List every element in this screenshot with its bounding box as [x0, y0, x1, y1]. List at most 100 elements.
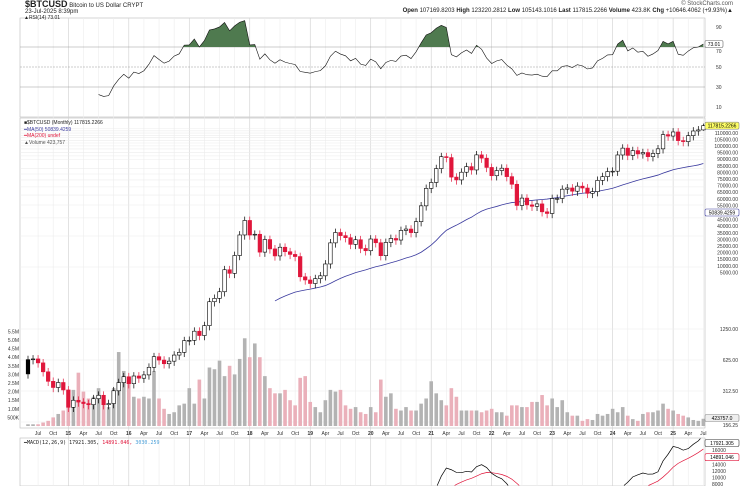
price-tick-label: 156.25 [723, 423, 739, 429]
volume-value-label-box [704, 414, 740, 422]
candle-body [408, 228, 414, 233]
ma50-value-label: 50839.4259 [709, 210, 736, 216]
volume-bar [444, 405, 449, 426]
volume-bar [348, 408, 353, 426]
macd-legend-value: ━MACD(12,26,9) 17921.305, [24, 440, 100, 446]
volume-bar [379, 379, 383, 426]
x-tick-label: Apr [261, 431, 269, 437]
macd-tick-label: 12000 [712, 469, 726, 475]
volume-tick-label: 2.5M [8, 381, 19, 387]
candle-body [282, 246, 288, 253]
candle-body [252, 233, 257, 236]
x-tick-label: 19 [307, 431, 313, 437]
volume-tick-label: 2.0M [8, 390, 19, 396]
volume-bar [459, 410, 464, 426]
last-value: 117815.2266 [572, 8, 608, 14]
volume-bar [56, 413, 61, 426]
x-tick-label: Oct [170, 431, 178, 437]
x-tick-label: 21 [428, 431, 434, 437]
candle-body [338, 232, 343, 236]
candle-body [56, 382, 61, 388]
volume-bar [565, 412, 570, 426]
macd-signal-label-box [704, 453, 740, 462]
candle-body [262, 239, 267, 253]
macd-tick-label: 16000 [712, 448, 726, 454]
volume-bar [510, 405, 514, 426]
ma50-value-label-box [704, 208, 740, 217]
candle-body [403, 228, 409, 231]
x-tick-label: Apr [382, 431, 390, 437]
volume-bar [540, 395, 544, 426]
open-value: 107169.8203 [419, 8, 455, 14]
volume-bar [525, 407, 529, 426]
volume-tick-label: 1.5M [8, 398, 19, 404]
volume-bar [515, 405, 519, 426]
volume-bar [61, 410, 66, 426]
candle-body [308, 279, 313, 284]
volume-bar [147, 398, 151, 426]
price-tick-label: 25000.00 [717, 244, 738, 250]
volume-bars [26, 338, 706, 426]
candle-body [30, 358, 36, 361]
ma50-legend: ━MA(50) 50839.4259 [24, 126, 72, 133]
volume-bar [268, 388, 272, 426]
price-tick-label: 55000.00 [717, 203, 738, 209]
macd-tick-label: 14000 [712, 462, 726, 468]
volume-bar [273, 393, 277, 426]
high-label: High [456, 8, 470, 14]
candle-body [187, 340, 192, 342]
volume-bar [696, 420, 701, 426]
candle-body [625, 147, 630, 156]
volume-bar [232, 374, 237, 426]
candle-body [328, 242, 333, 265]
ma50-line [274, 163, 704, 302]
candle-body [383, 242, 388, 256]
rsi-value-label: 73.01 [708, 42, 721, 48]
volume-bar [409, 410, 413, 426]
price-tick-label: 80000.00 [717, 170, 738, 176]
volume-bar [197, 379, 202, 426]
volume-bar [167, 413, 171, 426]
volume-bar [101, 398, 106, 426]
candle-body [555, 198, 560, 200]
candle-body [681, 140, 686, 142]
volume-bar [676, 413, 680, 426]
candle-body [585, 187, 590, 194]
volume-bar [106, 407, 111, 426]
volume-bar [661, 403, 665, 426]
macd-value-label-box [704, 439, 740, 447]
volume-bar [641, 413, 645, 426]
candle-body [449, 157, 454, 178]
volume-bar [651, 412, 655, 426]
candle-body [686, 135, 691, 142]
candle-body [691, 130, 696, 136]
x-tick-label: Apr [503, 431, 511, 437]
volume-label: Volume [608, 8, 630, 14]
volume-bar [610, 408, 615, 426]
rsi-line [98, 20, 704, 97]
volume-bar [691, 419, 696, 426]
x-tick-label: Oct [110, 431, 118, 437]
volume-bar [152, 370, 156, 426]
rsi-legend: ▲RSI(14) 73.01 [24, 15, 61, 21]
candle-body [177, 352, 182, 356]
macd-tick-label: 10000 [712, 476, 726, 482]
panel-frame [19, 437, 706, 486]
copyright[interactable]: © StockCharts.com [681, 1, 733, 7]
volume-bar [656, 410, 660, 426]
candle-body [560, 188, 565, 199]
last-price-label: 117815.2266 [708, 124, 737, 130]
candle-body [434, 168, 439, 183]
candle-body [570, 187, 575, 192]
volume-bar [681, 415, 685, 426]
x-tick-label: 15 [66, 431, 72, 437]
volume-bar [222, 376, 227, 426]
candle-body [504, 167, 509, 177]
x-tick-label: Oct [231, 431, 239, 437]
x-tick-label: Oct [473, 431, 481, 437]
volume-bar [545, 405, 549, 426]
macd-signal-line [454, 448, 704, 486]
x-tick-label: Apr [321, 431, 329, 437]
candle-body [237, 234, 242, 256]
